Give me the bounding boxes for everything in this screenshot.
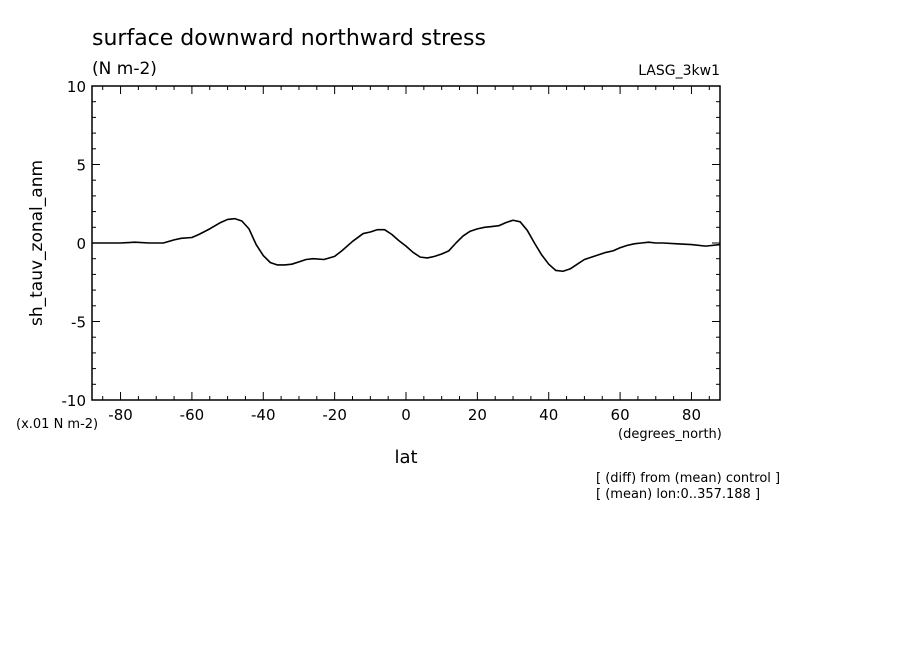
x-tick-label: -60 <box>180 406 205 424</box>
y-tick-label: 5 <box>76 157 86 175</box>
x-tick-label: 40 <box>539 406 558 424</box>
chart-title: surface downward northward stress <box>92 26 486 51</box>
plot-frame <box>91 85 721 401</box>
x-tick-label: -40 <box>251 406 276 424</box>
series-line <box>92 217 721 273</box>
y-axis-label: sh_tauv_zonal_anm <box>27 160 47 326</box>
x-tick-label: -80 <box>108 406 133 424</box>
y-tick-label: 10 <box>67 78 86 96</box>
x-tick-label: 60 <box>611 406 630 424</box>
run-label: LASG_3kw1 <box>638 63 720 79</box>
note-mean: [ (mean) lon:0..357.188 ] <box>596 487 760 502</box>
tick-marks <box>92 85 720 401</box>
y-tick-label: -10 <box>62 392 87 410</box>
x-units-label: (degrees_north) <box>618 427 722 442</box>
x-tick-label: 0 <box>401 406 411 424</box>
x-tick-label: 20 <box>468 406 487 424</box>
y-tick-label: -5 <box>71 314 86 332</box>
chart-subtitle: (N m-2) <box>92 59 157 79</box>
y-tick-label: 0 <box>76 235 86 253</box>
x-axis-label: lat <box>394 447 417 468</box>
y-tick-labels: -10 -5 0 5 10 <box>62 78 87 410</box>
note-diff: [ (diff) from (mean) control ] <box>596 471 780 486</box>
x-tick-label: -20 <box>322 406 347 424</box>
x-tick-label: 80 <box>682 406 701 424</box>
x-tick-labels: -80 -60 -40 -20 0 20 40 60 80 <box>108 406 701 424</box>
y-scale-note: (x.01 N m-2) <box>16 417 98 432</box>
